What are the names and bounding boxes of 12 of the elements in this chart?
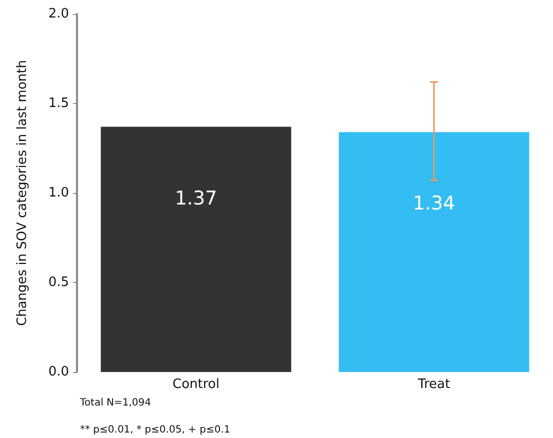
data-label: 1.34 [412,192,456,215]
y-axis-title: Changes in SOV categories in last month [15,60,30,326]
x-tick-label: Treat [416,377,450,392]
y-tick-label: 0.0 [48,364,69,380]
y-tick-label: 1.0 [48,186,69,200]
x-tick-label: Control [172,377,220,392]
data-label: 1.37 [174,187,218,210]
y-tick-label: 2.0 [48,6,69,22]
text: ** p≤0.01, * p≤0.05, + p≤0.1 [80,424,230,436]
text: Total N=1,094 [79,398,152,408]
y-tick-label: 1.5 [48,96,69,111]
y-tick-label: 0.5 [48,275,69,290]
